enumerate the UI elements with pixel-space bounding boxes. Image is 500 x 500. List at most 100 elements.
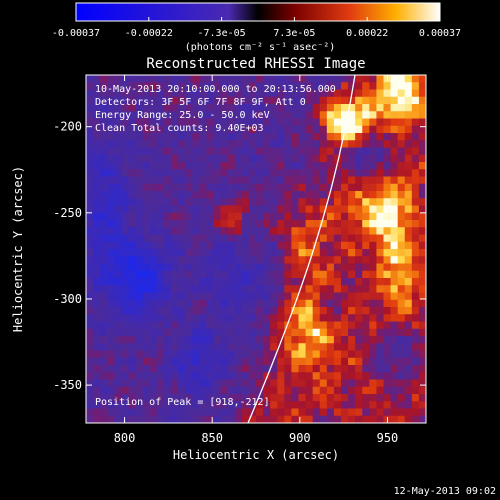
heatmap-cell [291,140,299,148]
heatmap-cell [383,263,391,272]
heatmap-cell [270,169,278,177]
heatmap-cell [333,140,342,148]
heatmap-cell [277,314,285,322]
heatmap-cell [348,292,356,301]
heatmap-cell [277,278,285,286]
heatmap-cell [256,270,264,279]
heatmap-cell [213,162,221,170]
heatmap-cell [404,292,413,301]
heatmap-cell [192,270,200,279]
heatmap-cell [128,357,136,366]
heatmap-cell [142,386,151,395]
heatmap-cell [333,415,342,423]
heatmap-cell [227,234,236,243]
heatmap-cell [263,125,271,134]
heatmap-cell [341,89,349,98]
heatmap-cell [100,220,108,228]
heatmap-cell [298,357,306,366]
heatmap-cell [305,205,314,214]
heatmap-cell [93,307,101,315]
heatmap-cell [100,343,108,351]
heatmap-cell [369,357,377,366]
heatmap-cell [128,401,136,409]
heatmap-cell [206,169,214,177]
heatmap-cell [404,357,413,366]
heatmap-cell [333,133,342,141]
x-tick-label: 900 [289,431,311,445]
heatmap-cell [171,263,179,272]
heatmap-cell [227,154,236,163]
heatmap-cell [149,96,158,105]
heatmap-cell [248,133,257,141]
heatmap-cell [326,241,335,250]
heatmap-cell [362,415,370,423]
heatmap-cell [383,357,391,366]
heatmap-cell [348,183,356,192]
heatmap-cell [270,147,278,156]
heatmap-cell [305,162,314,170]
heatmap-cell [241,401,250,409]
heatmap-cell [369,336,377,344]
heatmap-cell [362,191,370,199]
heatmap-cell [341,263,349,272]
heatmap-cell [234,198,243,206]
heatmap-cell [326,111,335,119]
heatmap-cell [185,343,193,351]
heatmap-cell [369,205,377,214]
heatmap-cell [234,350,243,359]
heatmap-cell [291,394,299,402]
heatmap-cell [277,379,285,388]
heatmap-cell [256,401,264,409]
heatmap-cell [178,96,186,105]
heatmap-cell [156,89,165,98]
heatmap-cell [220,292,229,301]
y-axis-ticks: -200-250-300-350 [53,120,426,392]
heatmap-cell [220,118,229,127]
heatmap-cell [171,408,179,417]
heatmap-cell [326,125,335,134]
heatmap-cell [142,75,151,83]
heatmap-cell [248,118,257,127]
heatmap-cell [199,154,207,163]
heatmap-cell [114,350,122,359]
heatmap-cell [213,249,221,257]
heatmap-cell [114,140,122,148]
heatmap-cell [227,125,236,134]
heatmap-cell [397,147,406,156]
heatmap-cell [192,147,200,156]
heatmap-cell [128,212,136,221]
heatmap-cell [291,256,299,264]
heatmap-cell [404,365,413,373]
heatmap-cell [291,241,299,250]
heatmap-cell [397,372,406,380]
heatmap-cell [270,191,278,199]
heatmap-cell [227,365,236,373]
heatmap-cell [333,125,342,134]
heatmap-cell [369,198,377,206]
heatmap-cell [348,82,356,90]
heatmap-cell [369,328,377,337]
heatmap-cell [312,111,321,119]
heatmap-cell [312,75,321,83]
heatmap-cell [256,379,264,388]
heatmap-cell [248,278,257,286]
heatmap-cell [270,256,278,264]
heatmap-cell [142,125,151,134]
heatmap-cell [362,154,370,163]
heatmap-cell [171,328,179,337]
heatmap-cell [121,176,129,185]
heatmap-cell [319,154,328,163]
heatmap-cell [390,191,399,199]
heatmap-cell [333,227,342,235]
heatmap-cell [227,256,236,264]
heatmap-cell [171,183,179,192]
heatmap-cell [227,104,236,112]
heatmap-cell [135,401,144,409]
heatmap-cell [383,379,391,388]
heatmap-cell [213,256,221,264]
heatmap-cell [121,415,129,423]
heatmap-cell [383,314,391,322]
heatmap-cell [362,140,370,148]
heatmap-cell [100,386,108,395]
heatmap-cell [93,408,101,417]
